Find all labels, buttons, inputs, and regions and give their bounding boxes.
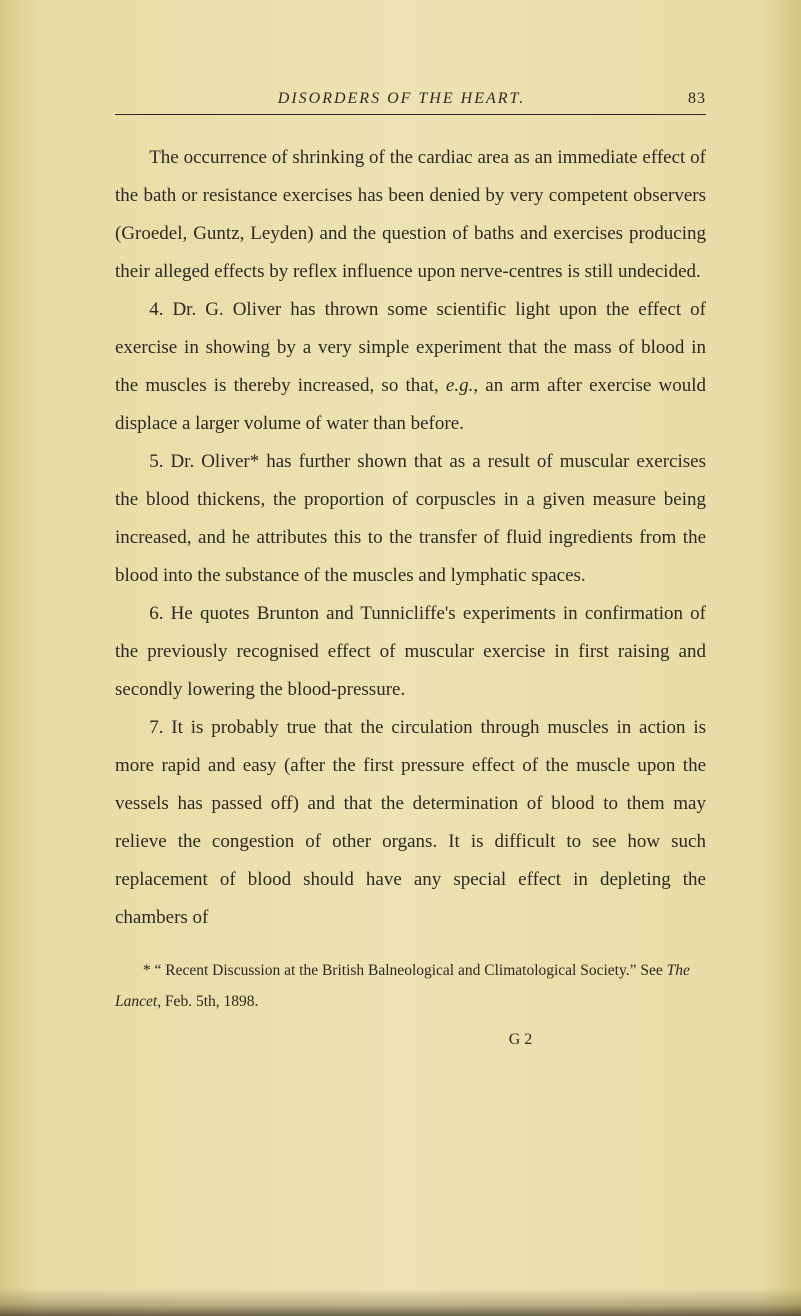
- page-number: 83: [688, 90, 706, 108]
- gathering-signature: G 2: [335, 1031, 706, 1049]
- paragraph-1: The occurrence of shrinking of the cardi…: [115, 139, 706, 291]
- footnote-pre: * “ Recent Discussion at the British Bal…: [143, 962, 667, 979]
- page-edge-shadow: [0, 1288, 801, 1316]
- paragraph-4: 6. He quotes Brunton and Tunnicliffe's e…: [115, 595, 706, 709]
- header-divider: [115, 114, 706, 115]
- running-header: DISORDERS OF THE HEART. 83: [115, 90, 706, 108]
- footnote-post: , Feb. 5th, 1898.: [157, 993, 258, 1010]
- paragraph-3: 5. Dr. Oliver* has further shown that as…: [115, 443, 706, 595]
- paragraph-2: 4. Dr. G. Oliver has thrown some scienti…: [115, 291, 706, 443]
- paragraph-5: 7. It is probably true that the circulat…: [115, 709, 706, 937]
- body-text: The occurrence of shrinking of the cardi…: [115, 139, 706, 937]
- book-page: DISORDERS OF THE HEART. 83 The occurrenc…: [0, 0, 801, 1049]
- running-title: DISORDERS OF THE HEART.: [278, 90, 525, 108]
- p2-eg: e.g.: [446, 375, 473, 396]
- footnote: * “ Recent Discussion at the British Bal…: [115, 955, 706, 1017]
